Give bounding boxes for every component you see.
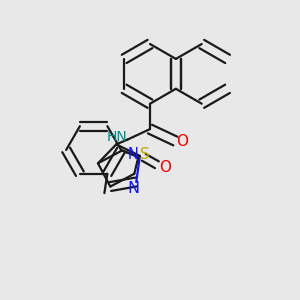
Text: O: O <box>159 160 171 175</box>
Text: N: N <box>127 147 138 162</box>
Text: S: S <box>140 147 150 162</box>
Text: O: O <box>176 134 188 148</box>
Text: HN: HN <box>106 130 127 144</box>
Text: N: N <box>128 181 140 196</box>
